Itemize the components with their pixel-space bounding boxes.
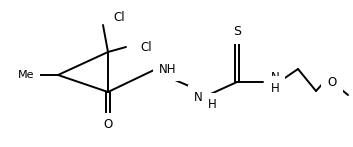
Text: H: H [208, 98, 217, 112]
Text: N: N [194, 91, 202, 103]
Text: N: N [271, 71, 279, 83]
Text: H: H [271, 81, 279, 95]
Text: Cl: Cl [113, 10, 125, 24]
Text: Me: Me [18, 70, 35, 80]
Text: S: S [233, 25, 241, 37]
Text: Cl: Cl [140, 41, 152, 54]
Text: NH: NH [159, 62, 177, 76]
Text: O: O [103, 118, 113, 132]
Text: O: O [327, 76, 337, 88]
